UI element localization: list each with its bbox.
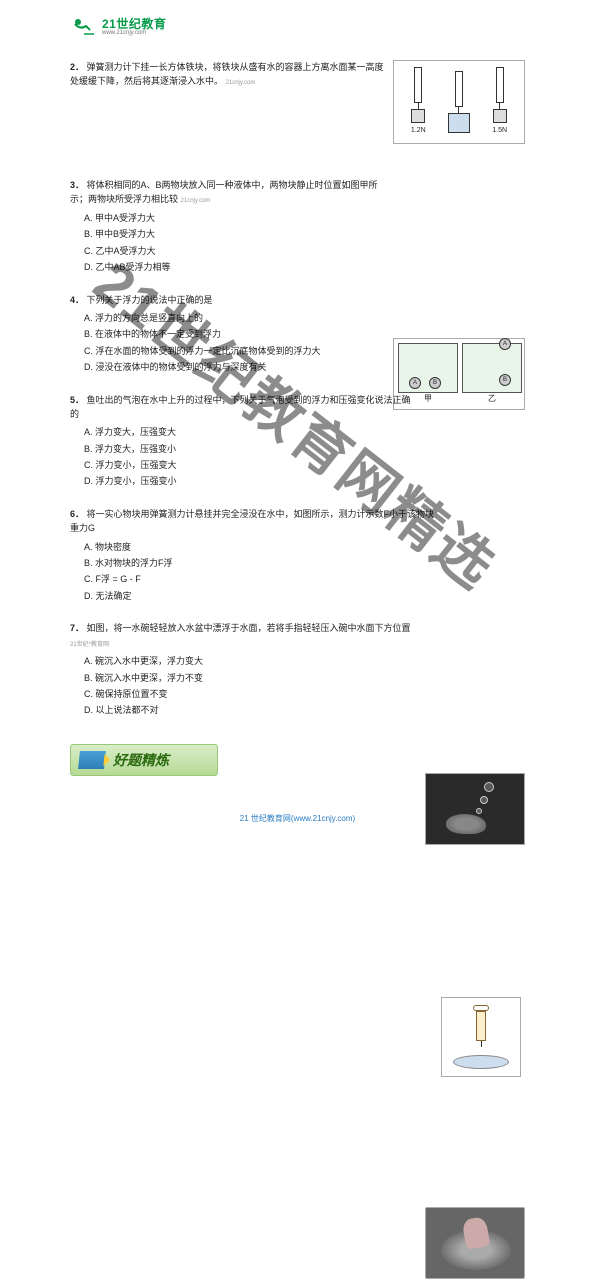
q6-text: 将一实心物块用弹簧测力计悬挂并完全浸没在水中，如图所示，测力计示数F小于该物块重… [70, 509, 434, 533]
q7-opt-a: A. 碗沉入水中更深，浮力变大 [84, 654, 415, 668]
banner-text: 好题精炼 [113, 750, 169, 770]
q3-opt-b: B. 甲中B受浮力大 [84, 227, 385, 241]
q3-opt-a: A. 甲中A受浮力大 [84, 211, 385, 225]
q4-opt-b: B. 在液体中的物体不一定受到浮力 [84, 327, 525, 341]
page-header: 21世纪教育 www.21cnjy.com [70, 16, 166, 38]
q7-number: 7． [70, 623, 84, 633]
scale-right-label: 1.5N [492, 125, 507, 136]
bubble-3 [484, 782, 494, 792]
scale-right: 1.5N [485, 67, 515, 136]
ball-b1: B [429, 377, 441, 389]
q7-opt-c: C. 碗保持原位置不变 [84, 687, 415, 701]
q4-number: 4． [70, 295, 84, 305]
q3-opt-c: C. 乙中A受浮力大 [84, 244, 385, 258]
q5-opt-a: A. 浮力变大，压强变大 [84, 425, 415, 439]
header-url: www.21cnjy.com [102, 30, 166, 36]
content-area: 2． 弹簧测力计下挂一长方体铁块，将铁块从盛有水的容器上方离水面某一高度处缓缓下… [70, 60, 525, 782]
header-brand: 21世纪教育 [102, 18, 166, 30]
q6-opt-c: C. F浮 = G - F [84, 572, 435, 586]
spring-scale-icon [476, 1011, 486, 1041]
question-5: 5． 鱼吐出的气泡在水中上升的过程中，下列关于气泡受到的浮力和压强变化说法正确的… [70, 393, 525, 489]
page-footer: 21 世纪教育网(www.21cnjy.com) [0, 813, 595, 824]
q6-options: A. 物块密度 B. 水对物块的浮力F浮 C. F浮 = G - F D. 无法… [84, 540, 435, 604]
book-icon [78, 751, 106, 769]
footer-text: 21 世纪教育网(www.21cnjy.com) [240, 814, 355, 823]
figure-q5 [425, 773, 525, 845]
q3-number: 3． [70, 180, 84, 190]
q5-opt-d: D. 浮力变小，压强变小 [84, 474, 415, 488]
logo-icon [70, 16, 96, 38]
scale-left-label: 1.2N [411, 125, 426, 136]
q7-opt-b: B. 碗沉入水中更深，浮力不变 [84, 671, 415, 685]
question-2: 2． 弹簧测力计下挂一长方体铁块，将铁块从盛有水的容器上方离水面某一高度处缓缓下… [70, 60, 525, 160]
q4-options: A. 浮力的方向总是竖直向上的 B. 在液体中的物体不一定受到浮力 C. 浮在水… [84, 311, 525, 375]
question-3: 3． 将体积相同的A、B两物块放入同一种液体中，两物块静止时位置如图甲所示；两物… [70, 178, 525, 275]
figure-q2: 1.2N 1.5N [393, 60, 525, 144]
watermark-inline-2: 21cnjy.com [181, 198, 211, 204]
q4-opt-a: A. 浮力的方向总是竖直向上的 [84, 311, 525, 325]
q4-text: 下列关于浮力的说法中正确的是 [87, 295, 213, 305]
q6-opt-a: A. 物块密度 [84, 540, 435, 554]
q5-options: A. 浮力变大，压强变大 B. 浮力变大，压强变小 C. 浮力变小，压强变大 D… [84, 425, 415, 489]
watermark-inline-1: 21cnjy.com [226, 80, 256, 86]
hand-icon [462, 1216, 491, 1250]
q5-opt-b: B. 浮力变大，压强变小 [84, 442, 415, 456]
q3-options: A. 甲中A受浮力大 B. 甲中B受浮力大 C. 乙中A受浮力大 D. 乙中AB… [84, 211, 385, 275]
q5-number: 5． [70, 395, 84, 405]
figure-q6 [441, 997, 521, 1077]
q7-text: 如图，将一水碗轻轻放入水盆中漂浮于水面，若将手指轻轻压入碗中水面下方位置 [87, 623, 411, 633]
q7-opt-d: D. 以上说法都不对 [84, 703, 415, 717]
q4-opt-d: D. 浸没在液体中的物体受到的浮力与深度有关 [84, 360, 525, 374]
q5-opt-c: C. 浮力变小，压强变大 [84, 458, 415, 472]
q2-number: 2． [70, 62, 84, 72]
q3-opt-d: D. 乙中AB受浮力相等 [84, 260, 385, 274]
q6-number: 6． [70, 509, 84, 519]
ball-a1: A [409, 377, 421, 389]
question-4: 4． 下列关于浮力的说法中正确的是 A. 浮力的方向总是竖直向上的 B. 在液体… [70, 293, 525, 375]
basin-icon [453, 1055, 509, 1069]
section-banner: 好题精炼 [70, 744, 218, 776]
ball-b2: B [499, 374, 511, 386]
scale-left: 1.2N [403, 67, 433, 136]
watermark-inline-3: 21世纪*教育网 [70, 642, 109, 648]
q7-options: A. 碗沉入水中更深，浮力变大 B. 碗沉入水中更深，浮力不变 C. 碗保持原位… [84, 654, 415, 718]
bubble-2 [480, 796, 488, 804]
q4-opt-c: C. 浮在水面的物体受到的浮力一定比沉底物体受到的浮力大 [84, 344, 525, 358]
scale-mid [444, 71, 474, 133]
question-6: 6． 将一实心物块用弹簧测力计悬挂并完全浸没在水中，如图所示，测力计示数F小于该… [70, 507, 525, 603]
question-7: 7． 如图，将一水碗轻轻放入水盆中漂浮于水面，若将手指轻轻压入碗中水面下方位置 … [70, 621, 525, 718]
header-text: 21世纪教育 www.21cnjy.com [102, 18, 166, 36]
q6-opt-b: B. 水对物块的浮力F浮 [84, 556, 435, 570]
figure-q7 [425, 1207, 525, 1279]
q5-text: 鱼吐出的气泡在水中上升的过程中，下列关于气泡受到的浮力和压强变化说法正确的 [70, 395, 411, 419]
q6-opt-d: D. 无法确定 [84, 589, 435, 603]
q3-text: 将体积相同的A、B两物块放入同一种液体中，两物块静止时位置如图甲所示；两物块所受… [70, 180, 378, 204]
